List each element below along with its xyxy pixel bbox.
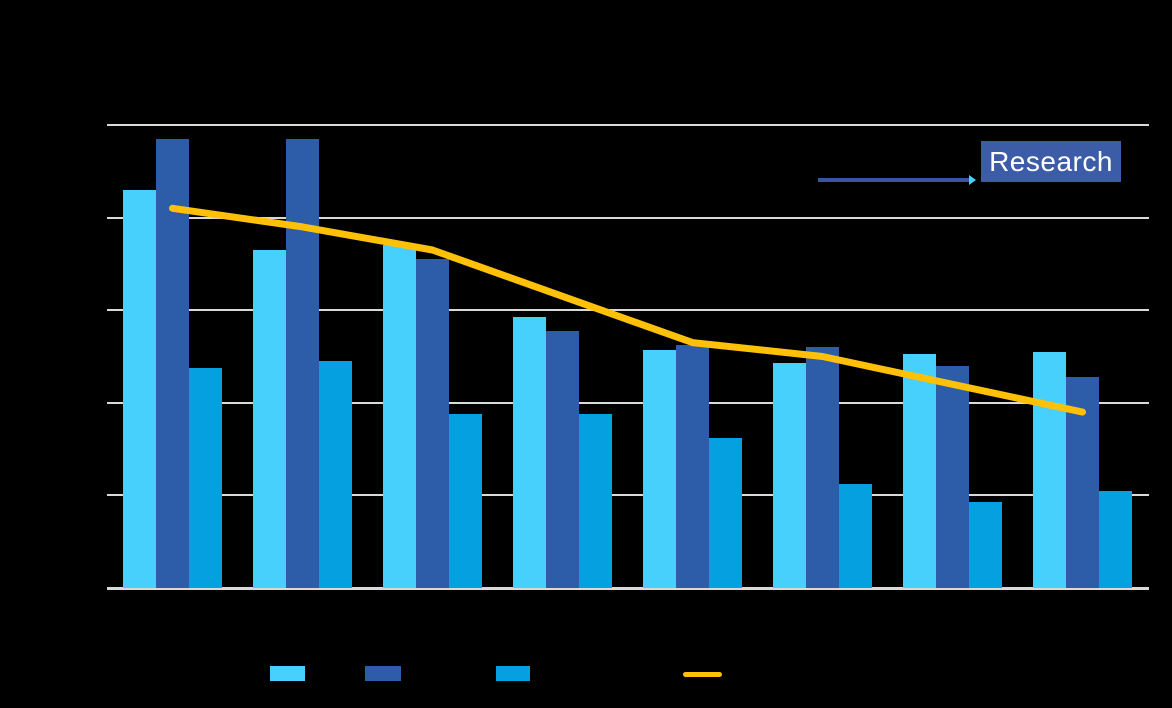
- bar-light-blue-bars-group5: [643, 349, 676, 588]
- bar-medium-blue-bars-group2: [319, 361, 352, 588]
- bar-medium-blue-bars-group5: [709, 437, 742, 588]
- light-blue-series-swatch: [270, 666, 305, 681]
- plot-area: [107, 124, 1149, 590]
- medium-blue-series-swatch: [496, 666, 530, 681]
- bar-light-blue-bars-group6: [773, 363, 806, 588]
- bar-light-blue-bars-group1: [123, 189, 156, 588]
- bar-medium-blue-bars-group7: [969, 502, 1002, 588]
- gridline: [107, 217, 1149, 219]
- logo-research-box: Research: [981, 141, 1121, 182]
- yellow-line-series-swatch: [683, 672, 722, 677]
- bar-dark-blue-bars-group7: [936, 365, 969, 588]
- bar-dark-blue-bars-group3: [416, 259, 449, 588]
- x-axis-baseline: [107, 587, 1149, 590]
- dark-blue-series-swatch: [365, 666, 401, 681]
- bar-light-blue-bars-group2: [253, 250, 286, 588]
- gridline: [107, 309, 1149, 311]
- bar-dark-blue-bars-group5: [676, 344, 709, 588]
- bar-medium-blue-bars-group6: [839, 483, 872, 588]
- bar-dark-blue-bars-group1: [156, 138, 189, 588]
- bar-light-blue-bars-group8: [1033, 351, 1066, 588]
- trend-line-layer: [169, 204, 1086, 416]
- bar-medium-blue-bars-group3: [449, 414, 482, 588]
- bar-light-blue-bars-group4: [513, 317, 546, 588]
- bar-medium-blue-bars-group1: [189, 368, 222, 588]
- bar-medium-blue-bars-group8: [1099, 490, 1132, 588]
- gridline: [107, 124, 1149, 126]
- bar-dark-blue-bars-group4: [546, 331, 579, 588]
- gridline: [107, 494, 1149, 496]
- bar-light-blue-bars-group3: [383, 245, 416, 588]
- gridline: [107, 402, 1149, 404]
- logo-arrow-icon: [969, 175, 976, 185]
- trend-line: [169, 204, 1086, 416]
- logo-underline: [818, 178, 970, 182]
- bar-medium-blue-bars-group4: [579, 414, 612, 588]
- logo-research-label: Research: [989, 145, 1113, 177]
- bar-light-blue-bars-group7: [903, 354, 936, 588]
- bar-dark-blue-bars-group2: [286, 138, 319, 588]
- bar-dark-blue-bars-group6: [806, 347, 839, 588]
